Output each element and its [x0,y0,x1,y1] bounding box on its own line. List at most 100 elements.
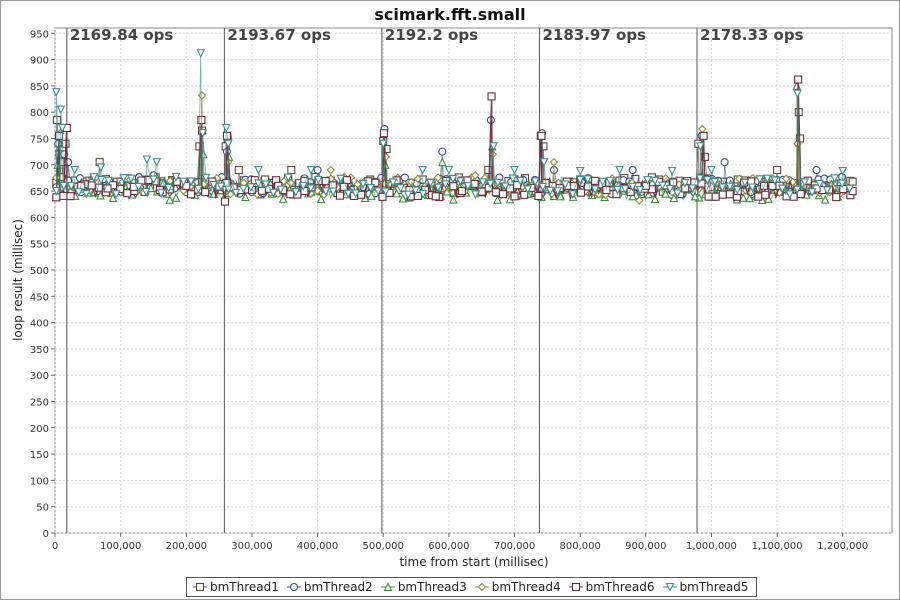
x-tick-label: 100,000 [100,541,141,552]
data-point [70,165,80,175]
data-point [264,184,274,193]
data-point [822,186,832,196]
data-point [508,174,518,184]
data-point [568,190,578,200]
data-point [830,174,840,184]
data-point [336,174,346,184]
data-point [520,190,529,199]
data-point [695,142,705,152]
legend-marker [195,582,205,592]
data-point [644,189,654,199]
iteration-marker-label: 2192.2 ops [385,26,478,44]
data-point [316,194,326,204]
data-point [444,165,454,175]
data-point [485,179,495,189]
data-point [141,187,151,197]
data-point [491,188,500,197]
data-point [351,189,361,199]
data-point [388,178,398,188]
y-tick-label: 750 [30,134,49,145]
data-point [537,131,546,140]
legend-label: bmThread4 [491,580,561,594]
data-point [845,184,854,194]
data-point [400,173,409,182]
data-point [278,194,288,203]
data-point [699,131,708,140]
data-point [313,175,323,185]
data-point [179,177,188,187]
legend-swatch [568,582,583,592]
data-point [457,187,467,196]
data-point [673,189,682,199]
data-point [231,188,241,198]
data-point [186,190,196,199]
data-point [437,157,447,167]
data-point [108,193,118,202]
y-tick-label: 0 [43,529,49,540]
data-point [530,177,540,187]
x-tick-label: 1,100,000 [752,541,803,552]
data-point [96,175,106,185]
data-point [449,182,458,191]
data-point [470,171,480,180]
data-point [433,183,443,193]
data-point [186,177,196,187]
legend-item: bmThread1 [193,580,279,594]
data-point [196,49,206,58]
data-point [418,190,428,199]
data-point [335,191,344,200]
data-point [602,185,611,195]
data-point [553,187,563,196]
data-point [703,176,712,185]
data-point [792,185,802,195]
data-point [379,129,388,138]
data-point [287,165,296,175]
data-point [51,186,61,196]
y-tick-label: 600 [30,213,49,224]
data-point [658,181,667,191]
data-point [165,195,175,204]
data-point [59,182,69,191]
y-tick-label: 650 [30,187,49,198]
y-tick-label: 550 [30,240,49,251]
y-tick-label: 150 [30,450,49,461]
data-point [431,192,440,201]
data-point [149,175,158,185]
data-point [785,190,795,200]
y-tick-label: 800 [30,108,49,119]
data-point [224,185,233,195]
legend-swatch [286,582,301,592]
data-point [373,187,383,197]
legend-item: bmThread4 [474,580,561,594]
data-point [221,123,231,133]
data-point [456,177,465,187]
data-point [398,193,408,203]
data-point [300,187,309,196]
data-point [720,158,729,167]
data-point [539,142,548,151]
legend-item: bmThread3 [380,580,467,594]
data-point [220,197,230,206]
data-point [820,194,830,204]
data-point [328,187,338,197]
data-point [704,192,713,201]
data-point [268,188,278,198]
legend-item: bmThread2 [286,580,373,594]
data-point [418,165,428,175]
data-point [358,179,368,189]
legend-swatch [380,582,395,592]
data-point [104,176,114,186]
data-point [761,190,770,199]
data-point [246,183,256,193]
data-point [198,129,208,138]
x-tick-label: 0 [52,541,58,552]
data-point [545,186,555,196]
data-point [807,188,817,198]
data-point [357,190,366,199]
data-point [493,195,502,204]
legend-swatch [474,582,489,592]
data-point [371,178,380,187]
x-tick-label: 400,000 [297,541,338,552]
data-point [620,185,630,194]
